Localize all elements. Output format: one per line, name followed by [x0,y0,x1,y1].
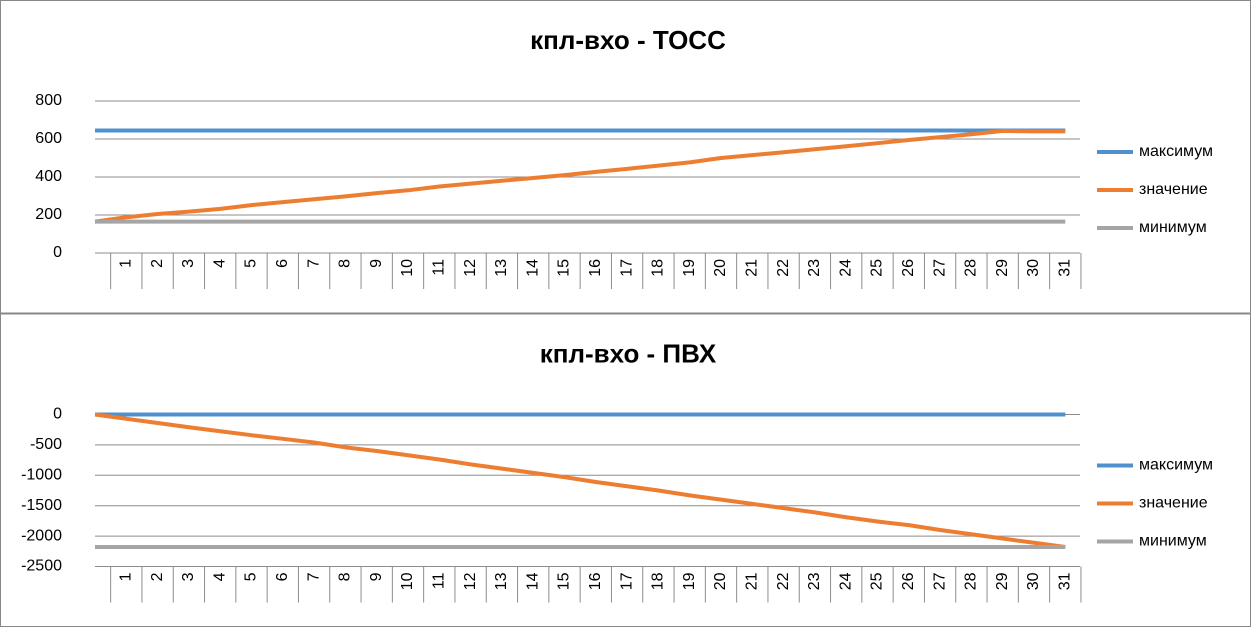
x-tick-label: 10 [399,572,416,590]
x-tick-label: 4 [211,259,228,268]
x-tick-label: 27 [931,572,948,590]
x-tick-label: 27 [931,259,948,277]
x-tick-label: 17 [618,259,635,277]
x-tick-label: 11 [431,259,448,276]
x-tick-label: 1 [118,572,135,581]
x-tick-label: 29 [994,572,1011,590]
x-tick-label: 30 [1025,572,1042,590]
x-tick-label: 26 [900,259,917,277]
x-tick-label: 15 [556,572,573,590]
x-tick-label: 9 [368,572,385,581]
legend-label: значение [1139,495,1208,512]
x-tick-label: 21 [744,572,761,590]
x-tick-label: 30 [1025,259,1042,277]
x-tick-label: 12 [462,259,479,277]
x-tick-label: 28 [963,259,980,277]
x-tick-label: 14 [524,572,541,590]
x-tick-label: 26 [900,572,917,590]
y-tick-label: 0 [53,244,62,261]
x-tick-label: 31 [1057,259,1074,277]
y-tick-label: 800 [35,92,62,109]
x-tick-label: 8 [337,572,354,581]
x-tick-label: 12 [462,572,479,590]
x-tick-label: 23 [806,572,823,590]
x-tick-label: 9 [368,259,385,268]
y-tick-label: 0 [53,406,62,423]
x-tick-label: 20 [712,259,729,277]
legend-label: минимум [1139,533,1207,550]
x-tick-label: 31 [1057,572,1074,590]
x-tick-label: 22 [775,259,792,277]
y-tick-label: -2000 [21,527,62,544]
y-tick-label: -2500 [21,558,62,575]
x-tick-label: 17 [618,572,635,590]
x-tick-label: 13 [493,572,510,590]
x-tick-label: 8 [337,259,354,268]
x-tick-label: 25 [869,572,886,590]
y-tick-label: 400 [35,168,62,185]
series-line [94,128,1066,224]
x-tick-label: 6 [274,572,291,581]
x-tick-label: 29 [994,259,1011,277]
x-tick-label: 1 [118,259,135,268]
x-tick-label: 19 [681,572,698,590]
x-tick-label: 14 [524,259,541,277]
x-tick-label: 28 [963,572,980,590]
x-tick-label: 21 [744,259,761,277]
x-tick-label: 3 [180,259,197,268]
x-tick-label: 23 [806,259,823,277]
x-tick-label: 24 [837,259,854,277]
legend-label: минимум [1139,219,1207,236]
x-tick-label: 22 [775,572,792,590]
x-tick-label: 3 [180,572,197,581]
x-tick-label: 4 [211,572,228,581]
legend-label: максимум [1139,457,1213,474]
legend-label: максимум [1139,143,1213,160]
y-tick-label: 200 [35,206,62,223]
x-tick-label: 18 [650,572,667,590]
y-tick-label: -1500 [21,497,62,514]
legend-label: значение [1139,181,1208,198]
x-tick-label: 11 [431,572,448,589]
x-tick-label: 15 [556,259,573,277]
y-tick-label: -500 [30,436,62,453]
series-line [94,412,1066,550]
x-tick-label: 25 [869,259,886,277]
x-tick-label: 5 [243,259,260,268]
chart-border [0,0,1251,314]
x-tick-label: 7 [305,572,322,581]
y-tick-label: 600 [35,130,62,147]
x-tick-label: 2 [149,572,166,581]
x-tick-label: 24 [837,572,854,590]
x-tick-label: 5 [243,572,260,581]
x-tick-label: 2 [149,259,166,268]
x-tick-label: 13 [493,259,510,277]
x-tick-label: 19 [681,259,698,277]
x-tick-label: 10 [399,259,416,277]
x-tick-label: 20 [712,572,729,590]
x-tick-label: 7 [305,259,322,268]
x-tick-label: 16 [587,572,604,590]
chart-border [0,313,1251,627]
x-tick-label: 6 [274,259,291,268]
x-tick-label: 18 [650,259,667,277]
y-tick-label: -1000 [21,467,62,484]
x-tick-label: 16 [587,259,604,277]
chart-title: кпл-вхо - ТОСС [530,25,726,55]
chart-title: кпл-вхо - ПВХ [540,338,717,368]
